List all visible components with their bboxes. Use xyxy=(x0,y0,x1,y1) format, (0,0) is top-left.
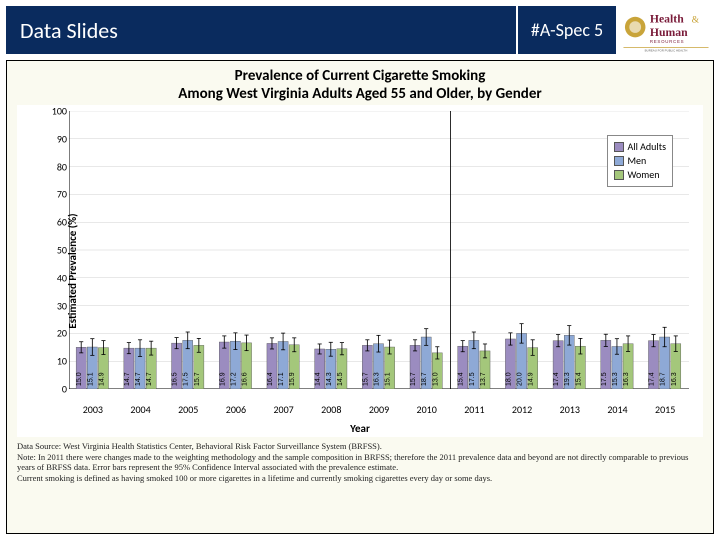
legend-row: Men xyxy=(614,154,667,168)
svg-text:15.7: 15.7 xyxy=(409,372,417,386)
svg-text:14.7: 14.7 xyxy=(134,372,142,386)
agency-logo: Health & Human RESOURCES BUREAU FOR PUBL… xyxy=(618,6,714,54)
x-tick: 2011 xyxy=(464,403,484,416)
chart-container: Prevalence of Current Cigarette Smoking … xyxy=(6,60,714,534)
x-tick: 2012 xyxy=(512,403,532,416)
x-tick: 2015 xyxy=(655,403,675,416)
footnote: Data Source: West Virginia Health Statis… xyxy=(17,441,703,484)
x-tick: 2003 xyxy=(83,403,103,416)
x-tick: 2013 xyxy=(560,403,580,416)
svg-text:17.5: 17.5 xyxy=(182,372,190,386)
svg-text:16.4: 16.4 xyxy=(266,372,274,386)
chart-svg: 15.015.114.914.714.714.716.517.515.716.9… xyxy=(69,111,689,389)
legend: All AdultsMenWomen xyxy=(607,135,674,187)
svg-text:14.9: 14.9 xyxy=(97,372,105,386)
chart-plot-wrap: Estimated Prevalence (%) 010203040506070… xyxy=(17,105,703,437)
footnote-2: Note: In 2011 there were changes made to… xyxy=(17,452,703,473)
y-tick: 60 xyxy=(57,216,67,229)
logo-text-bot: Human xyxy=(650,26,688,39)
logo-sub: RESOURCES xyxy=(650,39,684,44)
svg-text:14.7: 14.7 xyxy=(145,372,153,386)
y-tick: 90 xyxy=(57,132,67,145)
chart-title-1: Prevalence of Current Cigarette Smoking xyxy=(235,67,486,85)
svg-text:17.5: 17.5 xyxy=(468,372,476,386)
svg-text:15.1: 15.1 xyxy=(86,372,94,386)
svg-text:14.9: 14.9 xyxy=(527,372,535,386)
svg-text:17.1: 17.1 xyxy=(277,372,285,386)
svg-text:15.0: 15.0 xyxy=(75,372,83,386)
svg-text:15.4: 15.4 xyxy=(574,372,582,386)
legend-label: Men xyxy=(628,154,647,168)
svg-text:20.0: 20.0 xyxy=(515,372,523,386)
legend-row: All Adults xyxy=(614,140,667,154)
legend-swatch xyxy=(614,170,624,180)
x-tick: 2008 xyxy=(321,403,341,416)
y-tick: 40 xyxy=(57,271,67,284)
legend-label: Women xyxy=(628,168,660,182)
y-tick: 20 xyxy=(57,327,67,340)
x-tick: 2009 xyxy=(369,403,389,416)
header-right: #A-Spec 5 xyxy=(518,6,616,54)
svg-text:17.4: 17.4 xyxy=(552,372,560,386)
header-left: Data Slides xyxy=(6,6,516,54)
y-tick: 50 xyxy=(57,244,67,257)
y-tick: 80 xyxy=(57,160,67,173)
logo-amp: & xyxy=(692,16,700,26)
svg-text:16.5: 16.5 xyxy=(170,372,178,386)
svg-text:15.4: 15.4 xyxy=(457,372,465,386)
svg-text:BUREAU FOR PUBLIC HEALTH: BUREAU FOR PUBLIC HEALTH xyxy=(645,48,688,52)
header-left-text: Data Slides xyxy=(20,17,118,44)
svg-text:14.4: 14.4 xyxy=(314,372,322,386)
x-axis-label: Year xyxy=(350,422,370,435)
legend-swatch xyxy=(614,142,624,152)
x-tick: 2004 xyxy=(130,403,150,416)
svg-text:15.7: 15.7 xyxy=(193,372,201,386)
svg-text:14.7: 14.7 xyxy=(123,372,131,386)
x-tick: 2007 xyxy=(273,403,293,416)
footnote-1: Data Source: West Virginia Health Statis… xyxy=(17,441,703,452)
chart-title-2: Among West Virginia Adults Aged 55 and O… xyxy=(178,85,541,103)
svg-text:13.0: 13.0 xyxy=(431,372,439,386)
y-ticks: 0102030405060708090100 xyxy=(45,111,67,389)
svg-text:14.3: 14.3 xyxy=(325,372,333,386)
svg-text:15.1: 15.1 xyxy=(384,372,392,386)
legend-label: All Adults xyxy=(628,140,667,154)
legend-row: Women xyxy=(614,168,667,182)
x-ticks: 2003 2004 2005 2006 2007 2008 2009 2010 2011 2012… xyxy=(69,403,689,417)
svg-text:18.7: 18.7 xyxy=(420,372,428,386)
svg-text:16.3: 16.3 xyxy=(622,372,630,386)
svg-text:16.3: 16.3 xyxy=(372,372,380,386)
svg-text:16.3: 16.3 xyxy=(670,372,678,386)
legend-swatch xyxy=(614,156,624,166)
logo-text-top: Health xyxy=(650,13,684,26)
x-tick: 2014 xyxy=(607,403,627,416)
chart-title: Prevalence of Current Cigarette Smoking … xyxy=(17,67,703,103)
y-tick: 0 xyxy=(62,383,67,396)
x-tick: 2005 xyxy=(178,403,198,416)
svg-text:19.3: 19.3 xyxy=(563,372,571,386)
svg-text:18.7: 18.7 xyxy=(659,372,667,386)
header-right-text: #A-Spec 5 xyxy=(531,19,603,41)
svg-text:15.3: 15.3 xyxy=(611,372,619,386)
plot-area: 15.015.114.914.714.714.716.517.515.716.9… xyxy=(69,111,689,389)
svg-text:17.2: 17.2 xyxy=(229,372,237,386)
x-tick: 2006 xyxy=(226,403,246,416)
y-tick: 30 xyxy=(57,299,67,312)
y-tick: 10 xyxy=(57,355,67,368)
y-tick: 70 xyxy=(57,188,67,201)
footnote-3: Current smoking is defined as having smo… xyxy=(17,473,703,484)
svg-text:15.7: 15.7 xyxy=(361,372,369,386)
svg-text:14.5: 14.5 xyxy=(336,372,344,386)
y-tick: 100 xyxy=(52,105,67,118)
svg-text:16.9: 16.9 xyxy=(218,372,226,386)
header-bar: Data Slides #A-Spec 5 Health & Human RES… xyxy=(6,6,714,54)
svg-text:17.5: 17.5 xyxy=(600,372,608,386)
svg-text:18.0: 18.0 xyxy=(504,372,512,386)
x-tick: 2010 xyxy=(417,403,437,416)
svg-text:16.6: 16.6 xyxy=(240,372,248,386)
svg-text:15.9: 15.9 xyxy=(288,372,296,386)
svg-text:13.7: 13.7 xyxy=(479,372,487,386)
svg-text:17.4: 17.4 xyxy=(647,372,655,386)
